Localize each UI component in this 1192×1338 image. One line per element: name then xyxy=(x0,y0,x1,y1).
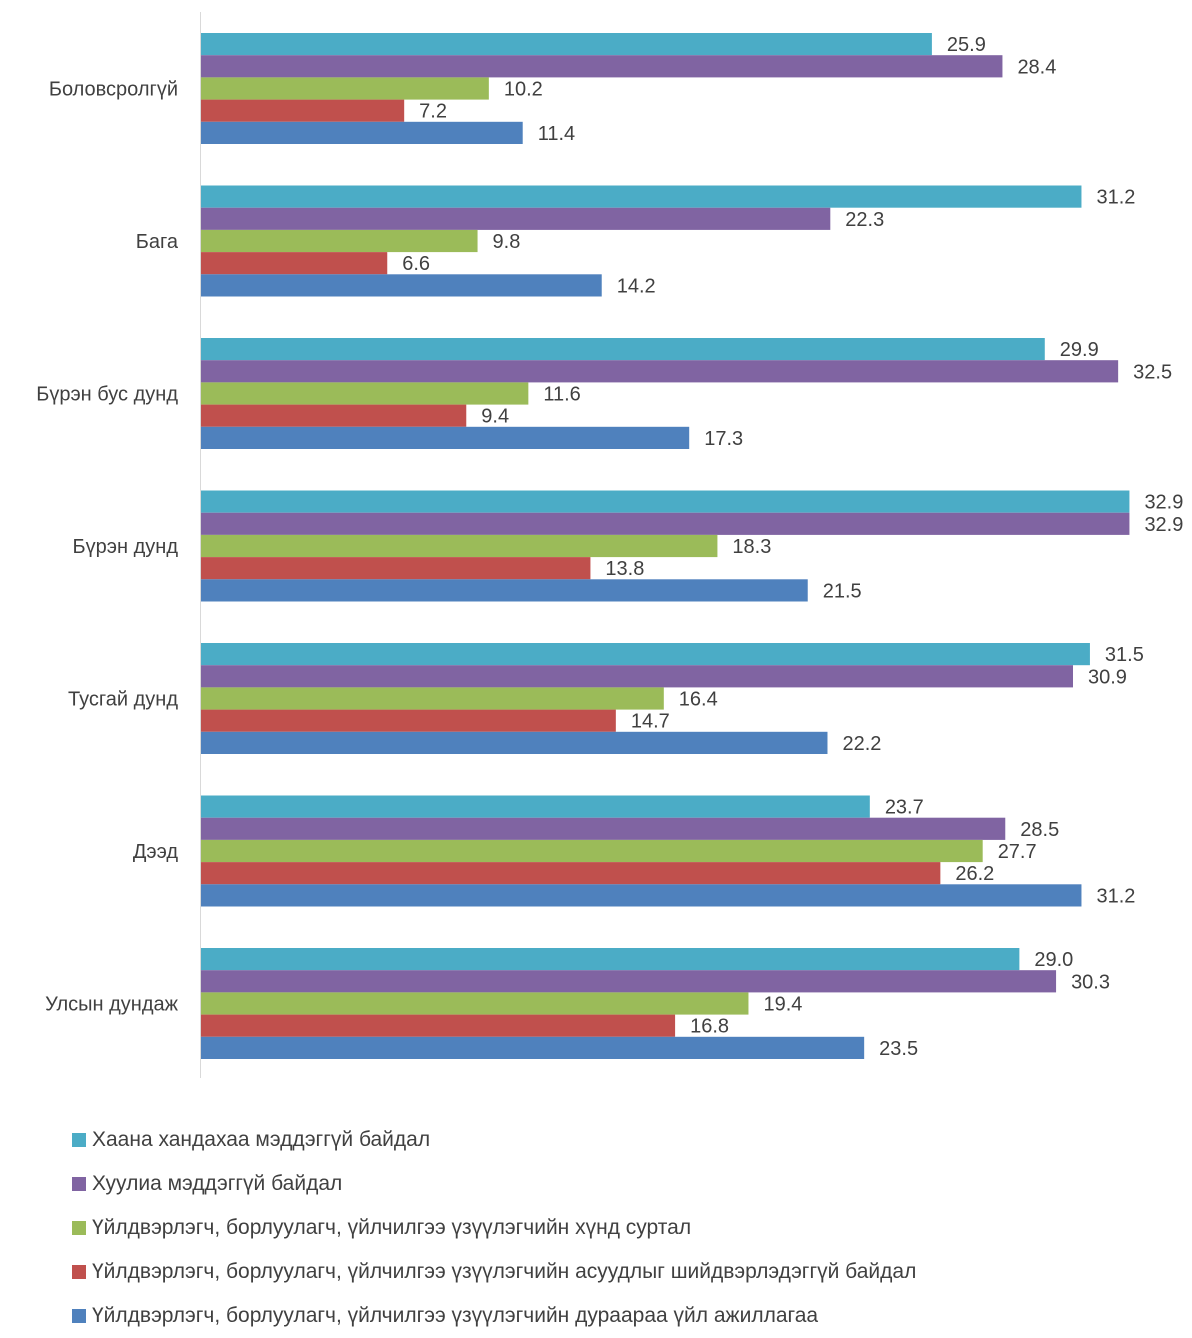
category-label: Бүрэн дунд xyxy=(73,536,179,558)
bar xyxy=(201,338,1045,361)
bar xyxy=(201,512,1130,535)
data-label: 14.2 xyxy=(617,275,656,297)
legend-label: Үйлдвэрлэгч, борлуулагч, үйлчилгээ үзүүл… xyxy=(92,1216,692,1239)
bar xyxy=(201,274,602,297)
data-label: 26.2 xyxy=(955,863,994,885)
bar xyxy=(201,99,405,122)
data-label: 9.4 xyxy=(481,406,509,428)
legend-swatch xyxy=(72,1309,86,1323)
data-label: 18.3 xyxy=(732,536,771,558)
legend-label: Хаана хандахаа мэддэггүй байдал xyxy=(92,1128,431,1151)
data-label: 6.6 xyxy=(402,253,430,275)
legend-item: Үйлдвэрлэгч, борлуулагч, үйлчилгээ үзүүл… xyxy=(72,1294,916,1338)
data-label: 28.5 xyxy=(1020,819,1059,841)
bar xyxy=(201,579,808,602)
legend: Хаана хандахаа мэддэггүй байдал Хуулиа мэ… xyxy=(72,1118,916,1338)
category-label: Бүрэн бус дунд xyxy=(36,384,178,406)
bar xyxy=(201,534,718,558)
data-label: 23.5 xyxy=(879,1038,918,1060)
bar xyxy=(201,817,1006,840)
data-label: 21.5 xyxy=(823,580,862,602)
bar xyxy=(201,185,1082,208)
data-label: 32.5 xyxy=(1133,361,1172,383)
category-label: Бага xyxy=(136,231,179,253)
data-label: 23.7 xyxy=(885,797,924,819)
data-label: 9.8 xyxy=(493,231,521,253)
legend-item: Хаана хандахаа мэддэггүй байдал xyxy=(72,1118,916,1162)
data-label: 31.2 xyxy=(1096,885,1135,907)
data-label: 30.9 xyxy=(1088,666,1127,688)
data-label: 13.8 xyxy=(605,558,644,580)
data-label: 11.4 xyxy=(538,123,575,145)
legend-item: Үйлдвэрлэгч, борлуулагч, үйлчилгээ үзүүл… xyxy=(72,1250,916,1294)
bar xyxy=(201,121,523,144)
data-label: 31.5 xyxy=(1105,644,1144,666)
data-label: 22.3 xyxy=(845,209,884,231)
data-label: 32.9 xyxy=(1144,514,1183,536)
bar xyxy=(201,55,1003,78)
bar xyxy=(201,404,467,427)
data-label: 22.2 xyxy=(842,733,881,755)
bar xyxy=(201,360,1119,383)
bar xyxy=(201,839,983,863)
bar xyxy=(201,490,1130,513)
data-label: 14.7 xyxy=(631,711,670,733)
bar xyxy=(201,687,664,710)
bar xyxy=(201,1036,865,1059)
data-label: 32.9 xyxy=(1144,492,1183,514)
data-label: 16.8 xyxy=(690,1016,729,1038)
bar xyxy=(201,557,591,580)
data-label: 11.6 xyxy=(543,384,580,406)
bars-layer xyxy=(201,33,1130,1059)
legend-swatch xyxy=(72,1221,86,1235)
legend-label: Үйлдвэрлэгч, борлуулагч, үйлчилгээ үзүүл… xyxy=(92,1260,917,1283)
data-label: 25.9 xyxy=(947,34,986,56)
legend-swatch xyxy=(72,1133,86,1147)
bar xyxy=(201,992,749,1015)
data-label: 28.4 xyxy=(1017,56,1056,78)
labels-layer: Боловсролгүй 25.9 28.4 10.2 7.2 11.4 Бага 31.2 2… xyxy=(36,34,1183,1060)
category-label: Дээд xyxy=(133,841,179,863)
bar xyxy=(201,970,1057,993)
bar xyxy=(201,1014,676,1037)
legend-swatch xyxy=(72,1177,86,1191)
data-label: 17.3 xyxy=(704,428,743,450)
bar xyxy=(201,709,616,732)
data-label: 29.9 xyxy=(1060,339,1099,361)
bar xyxy=(201,207,831,230)
data-label: 16.4 xyxy=(679,689,718,711)
bar xyxy=(201,77,489,100)
data-label: 31.2 xyxy=(1096,187,1135,209)
data-label: 7.2 xyxy=(419,101,447,123)
bar xyxy=(201,643,1090,666)
legend-item: Үйлдвэрлэгч, борлуулагч, үйлчилгээ үзүүл… xyxy=(72,1206,916,1250)
data-label: 27.7 xyxy=(998,841,1037,863)
bar xyxy=(201,33,932,56)
bar xyxy=(201,948,1020,971)
bar xyxy=(201,229,478,253)
data-label: 30.3 xyxy=(1071,971,1110,993)
category-label: Боловсролгүй xyxy=(49,79,178,101)
legend-swatch xyxy=(72,1265,86,1279)
legend-label: Хуулиа мэддэггүй байдал xyxy=(92,1172,343,1195)
bar xyxy=(201,665,1073,688)
legend-label: Үйлдвэрлэгч, борлуулагч, үйлчилгээ үзүүл… xyxy=(92,1304,819,1327)
bar-chart: Боловсролгүй 25.9 28.4 10.2 7.2 11.4 Бага 31.2 2… xyxy=(36,12,1183,1078)
bar xyxy=(201,731,828,754)
category-label: Тусгай дунд xyxy=(68,689,178,711)
legend-item: Хуулиа мэддэггүй байдал xyxy=(72,1162,916,1206)
bar xyxy=(201,795,870,818)
data-label: 10.2 xyxy=(504,79,543,101)
data-label: 19.4 xyxy=(763,994,802,1016)
bar xyxy=(201,382,529,405)
bar xyxy=(201,426,690,449)
bar xyxy=(201,862,941,885)
data-label: 29.0 xyxy=(1034,949,1073,971)
bar xyxy=(201,252,388,275)
bar xyxy=(201,884,1082,907)
category-label: Улсын дундаж xyxy=(45,994,179,1016)
